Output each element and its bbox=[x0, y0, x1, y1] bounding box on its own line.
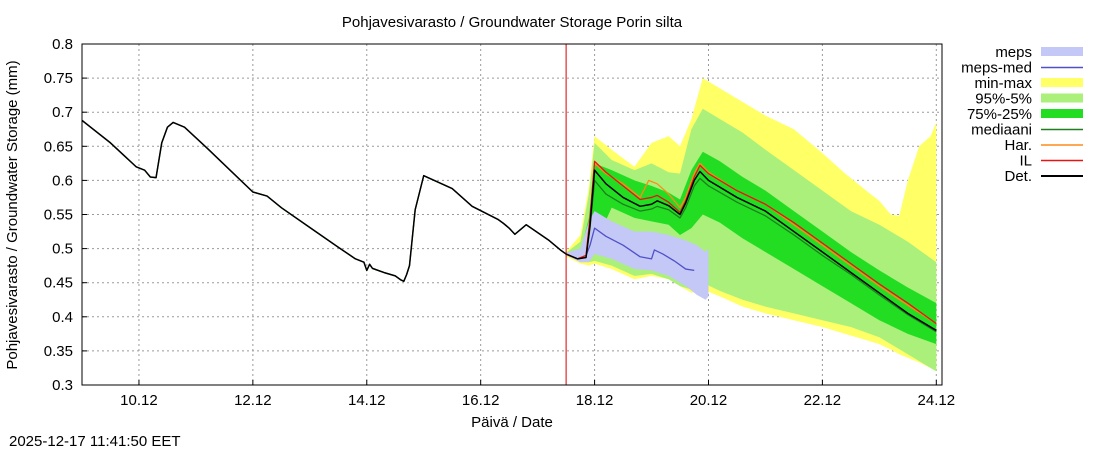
legend-swatch bbox=[1041, 93, 1083, 103]
x-tick-label: 16.12 bbox=[462, 392, 500, 409]
y-tick-label: 0.45 bbox=[44, 275, 73, 292]
forecast-bands bbox=[566, 78, 937, 372]
y-tick-label: 0.4 bbox=[52, 309, 73, 326]
x-tick-label: 20.12 bbox=[690, 392, 728, 409]
band-75-25- bbox=[566, 151, 937, 345]
y-tick-label: 0.8 bbox=[52, 36, 73, 53]
legend-swatch bbox=[1041, 78, 1083, 87]
x-tick-label: 22.12 bbox=[804, 392, 842, 409]
y-tick-label: 0.55 bbox=[44, 207, 73, 224]
x-axis-ticks: 10.12 12.12 14.12 16.12 18.12 20.12 22.12 24.12 bbox=[120, 380, 955, 409]
legend-label: min-max bbox=[974, 75, 1032, 92]
y-tick-label: 0.65 bbox=[44, 138, 73, 155]
legend-swatch bbox=[1041, 109, 1083, 118]
y-tick-label: 0.3 bbox=[52, 377, 73, 394]
timestamp: 2025-12-17 11:41:50 EET bbox=[9, 433, 181, 450]
x-tick-label: 14.12 bbox=[348, 392, 386, 409]
legend-swatch bbox=[1041, 47, 1083, 56]
legend-label: Har. bbox=[1004, 137, 1032, 154]
x-axis-label: Päivä / Date bbox=[471, 414, 553, 431]
y-tick-label: 0.75 bbox=[44, 70, 73, 87]
x-tick-label: 24.12 bbox=[918, 392, 956, 409]
legend: mepsmeps-medmin-max95%-5%75%-25%mediaani… bbox=[961, 44, 1083, 185]
x-tick-label: 10.12 bbox=[120, 392, 158, 409]
legend-label: 75%-25% bbox=[967, 106, 1032, 123]
y-tick-label: 0.7 bbox=[52, 104, 73, 121]
legend-label: mediaani bbox=[971, 122, 1032, 139]
legend-label: 95%-5% bbox=[975, 91, 1032, 108]
series-det bbox=[81, 119, 937, 332]
legend-label: Det. bbox=[1004, 168, 1032, 185]
x-tick-label: 18.12 bbox=[576, 392, 614, 409]
legend-label: IL bbox=[1019, 153, 1032, 170]
chart-title: Pohjavesivarasto / Groundwater Storage P… bbox=[342, 14, 683, 31]
y-tick-label: 0.35 bbox=[44, 343, 73, 360]
legend-label: meps-med bbox=[961, 60, 1032, 77]
plot-area bbox=[81, 43, 943, 386]
x-tick-label: 12.12 bbox=[234, 392, 272, 409]
y-axis-ticks: 0.8 0.75 0.7 0.65 0.6 0.55 0.5 0.45 0.4 0.35 0.3 bbox=[44, 36, 87, 394]
y-axis-label: Pohjavesivarasto / Groundwater Storage (… bbox=[4, 60, 21, 369]
series-lines bbox=[81, 119, 937, 333]
y-tick-label: 0.6 bbox=[52, 172, 73, 189]
y-tick-label: 0.5 bbox=[52, 241, 73, 258]
legend-label: meps bbox=[995, 44, 1032, 61]
